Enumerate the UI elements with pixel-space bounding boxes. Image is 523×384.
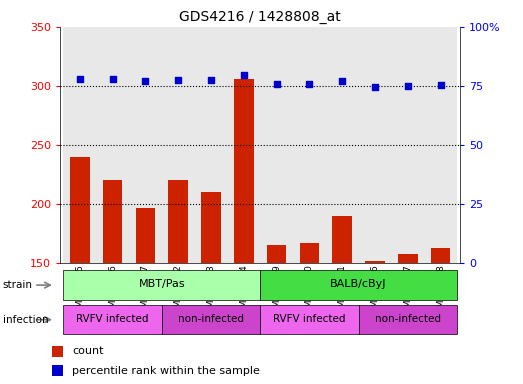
Bar: [162, 27, 195, 263]
Point: [174, 77, 183, 83]
Bar: [398, 253, 417, 384]
Bar: [96, 27, 129, 263]
Bar: [70, 157, 89, 384]
Bar: [431, 248, 450, 384]
Bar: [293, 27, 326, 263]
Point: [371, 84, 379, 90]
Point: [272, 81, 281, 87]
Title: GDS4216 / 1428808_at: GDS4216 / 1428808_at: [179, 10, 341, 25]
Point: [108, 76, 117, 82]
Point: [141, 78, 150, 84]
Bar: [63, 270, 260, 300]
Bar: [267, 245, 287, 384]
Bar: [63, 27, 96, 263]
Point: [207, 77, 215, 83]
Bar: [234, 79, 254, 384]
Text: BALB/cByJ: BALB/cByJ: [331, 280, 387, 290]
Bar: [129, 27, 162, 263]
Point: [338, 78, 346, 84]
Bar: [260, 27, 293, 263]
Bar: [332, 216, 352, 384]
Point: [436, 82, 445, 88]
Bar: [228, 27, 260, 263]
Text: MBT/Pas: MBT/Pas: [139, 280, 185, 290]
Bar: [424, 27, 457, 263]
Bar: [365, 261, 385, 384]
Bar: [326, 27, 359, 263]
Bar: [359, 27, 391, 263]
Text: RVFV infected: RVFV infected: [76, 314, 149, 324]
Bar: [52, 346, 63, 357]
Bar: [260, 270, 457, 300]
Point: [404, 83, 412, 89]
Bar: [52, 365, 63, 376]
Bar: [201, 192, 221, 384]
Bar: [300, 243, 319, 384]
Text: infection: infection: [3, 314, 48, 325]
Text: percentile rank within the sample: percentile rank within the sample: [72, 366, 260, 376]
Text: non-infected: non-infected: [178, 314, 244, 324]
Text: count: count: [72, 346, 104, 356]
Point: [305, 81, 314, 87]
Bar: [103, 180, 122, 384]
Text: RVFV infected: RVFV infected: [273, 314, 346, 324]
Text: non-infected: non-infected: [375, 314, 441, 324]
Bar: [135, 207, 155, 384]
Text: strain: strain: [3, 280, 32, 290]
Bar: [359, 305, 457, 334]
Point: [240, 72, 248, 78]
Bar: [162, 305, 260, 334]
Bar: [168, 180, 188, 384]
Bar: [63, 305, 162, 334]
Bar: [195, 27, 228, 263]
Bar: [391, 27, 424, 263]
Bar: [260, 305, 359, 334]
Point: [76, 76, 84, 82]
